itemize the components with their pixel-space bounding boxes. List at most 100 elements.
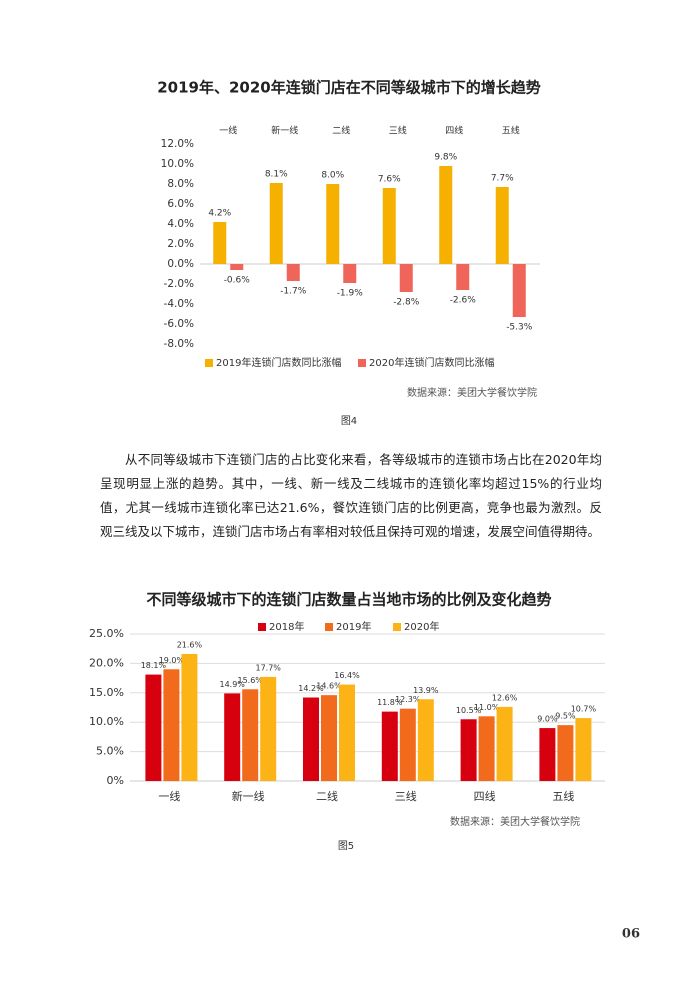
bar (230, 264, 244, 270)
bar (496, 706, 513, 781)
bar (339, 684, 355, 781)
x-tick-label: 新一线 (271, 125, 298, 137)
value-label: 9.5% (555, 712, 576, 721)
value-label: 7.7% (491, 174, 514, 184)
legend-swatch (325, 623, 333, 631)
value-label: 13.9% (413, 686, 439, 695)
y-tick-label: 8.0% (167, 178, 194, 190)
value-label: 11.8% (377, 698, 403, 707)
value-label: 8.0% (321, 171, 344, 181)
y-tick-label: 6.0% (167, 198, 194, 210)
value-label: 4.2% (208, 209, 231, 219)
x-tick-label: 五线 (502, 125, 520, 137)
bar (557, 725, 574, 781)
bar (224, 693, 241, 781)
legend-swatch (358, 359, 366, 367)
bar (382, 188, 396, 264)
bar (260, 676, 277, 781)
bar (417, 699, 434, 781)
bar (575, 718, 592, 781)
value-label: -1.9% (337, 289, 364, 299)
value-label: -1.7% (280, 287, 307, 297)
bar (539, 728, 556, 781)
x-tick-label: 一线 (219, 125, 237, 137)
value-label: -2.8% (393, 298, 420, 308)
legend-label: 2020年连锁门店数同比涨幅 (369, 356, 494, 369)
figure-caption: 图4 (341, 415, 357, 427)
value-label: 7.6% (378, 175, 401, 185)
value-label: 14.2% (298, 684, 324, 693)
legend-label: 2019年 (336, 620, 371, 633)
source-note: 数据来源：美团大学餐饮学院 (407, 386, 537, 399)
value-label: 21.6% (177, 640, 203, 649)
y-tick-label: 12.0% (161, 138, 194, 150)
bar (269, 183, 283, 264)
y-tick-label: 10.0% (161, 158, 194, 170)
bar (399, 708, 416, 781)
value-label: -5.3% (506, 323, 533, 333)
legend-label: 2018年 (269, 620, 304, 633)
x-tick-label: 四线 (474, 789, 496, 803)
x-tick-label: 二线 (332, 125, 350, 137)
chart-title: 不同等级城市下的连锁门店数量占当地市场的比例及变化趋势 (146, 591, 551, 609)
x-tick-label: 三线 (389, 125, 407, 137)
bar (286, 264, 300, 281)
bar (242, 689, 259, 781)
y-tick-label: 25.0% (89, 627, 124, 640)
x-tick-label: 新一线 (232, 789, 265, 803)
legend-swatch (258, 623, 266, 631)
legend-label: 2020年 (404, 620, 439, 633)
value-label: 9.8% (434, 153, 457, 163)
value-label: 11.0% (474, 703, 500, 712)
value-label: 18.1% (141, 661, 167, 670)
y-tick-label: -4.0% (164, 298, 194, 310)
bar (326, 184, 340, 264)
x-tick-label: 四线 (445, 125, 463, 137)
page-number: 06 (622, 927, 640, 942)
value-label: 17.7% (255, 663, 281, 672)
y-tick-label: 0.0% (167, 258, 194, 270)
figure-caption: 图5 (338, 840, 354, 852)
legend-swatch (205, 359, 213, 367)
value-label: -2.6% (450, 296, 477, 306)
bar (512, 264, 526, 317)
value-label: 16.4% (334, 671, 360, 680)
bar (381, 711, 398, 781)
x-tick-label: 三线 (395, 789, 417, 803)
value-label: 15.6% (237, 676, 263, 685)
bar (181, 653, 198, 781)
x-tick-label: 一线 (158, 789, 180, 803)
bar (439, 166, 453, 264)
legend-label: 2019年连锁门店数同比涨幅 (216, 356, 341, 369)
x-tick-label: 五线 (552, 789, 574, 803)
y-tick-label: 5.0% (96, 745, 124, 758)
source-note: 数据来源：美团大学餐饮学院 (450, 815, 580, 828)
y-tick-label: 2.0% (167, 238, 194, 250)
bar (343, 264, 357, 283)
legend-swatch (393, 623, 401, 631)
value-label: 12.3% (395, 695, 421, 704)
value-label: 14.6% (316, 682, 342, 691)
value-label: 14.9% (219, 680, 245, 689)
value-label: 8.1% (265, 170, 288, 180)
value-label: 19.0% (159, 656, 185, 665)
value-label: 10.7% (571, 705, 597, 714)
x-tick-label: 二线 (316, 789, 338, 803)
bar (399, 264, 413, 292)
value-label: 12.6% (492, 693, 518, 702)
chart-title: 2019年、2020年连锁门店在不同等级城市下的增长趋势 (157, 79, 541, 97)
bar (145, 674, 162, 781)
y-tick-label: 4.0% (167, 218, 194, 230)
value-label: 10.5% (456, 706, 482, 715)
bar (321, 695, 337, 781)
bar (495, 187, 509, 264)
bar (478, 716, 495, 781)
bar (456, 264, 470, 290)
y-tick-label: 20.0% (89, 656, 124, 669)
paragraph: 从不同等级城市下连锁门店的占比变化来看，各等级城市的连锁市场占比在2020年均呈… (100, 452, 602, 539)
bar (303, 697, 319, 781)
bar (213, 222, 227, 264)
y-tick-label: -8.0% (164, 338, 194, 350)
